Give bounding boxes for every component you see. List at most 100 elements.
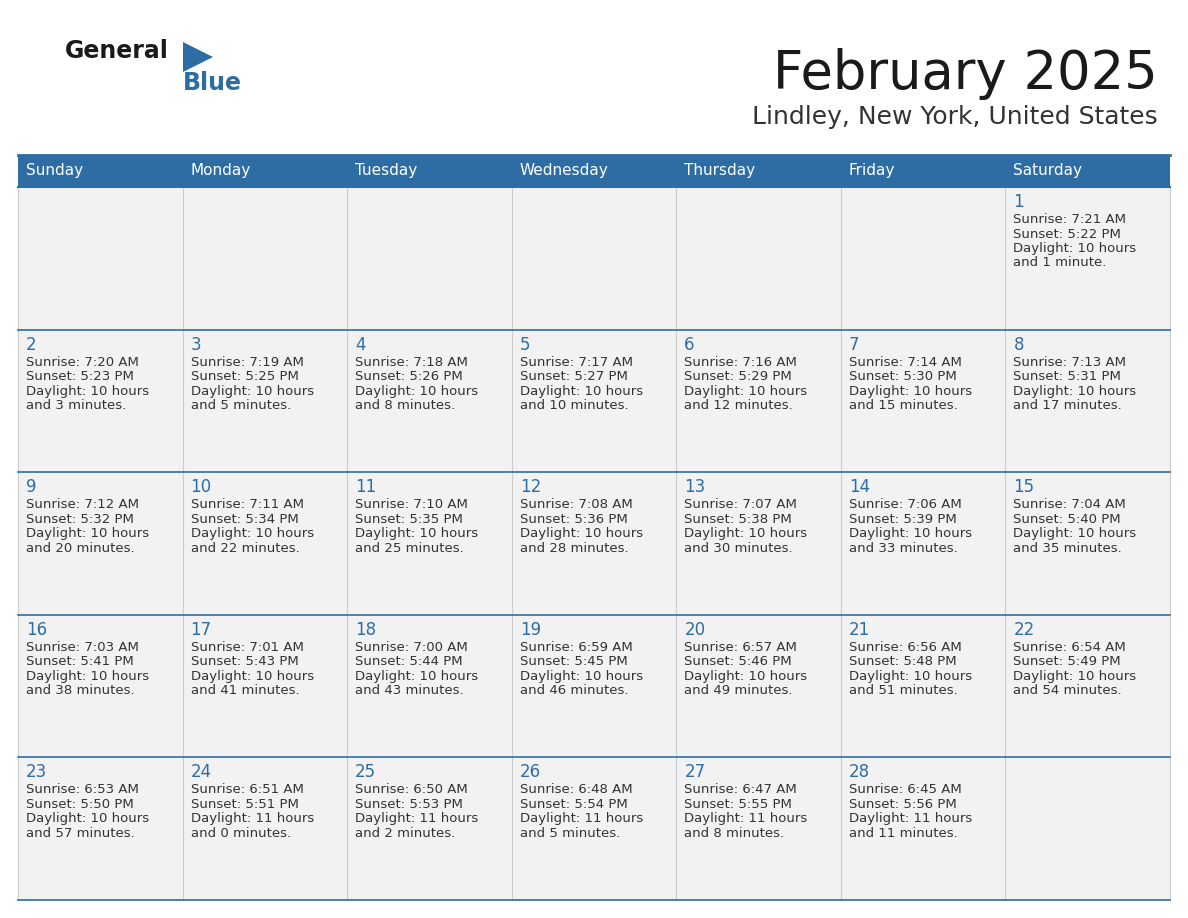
Text: Daylight: 10 hours: Daylight: 10 hours <box>26 670 150 683</box>
Text: 5: 5 <box>519 336 530 353</box>
Text: Sunset: 5:40 PM: Sunset: 5:40 PM <box>1013 512 1121 526</box>
Bar <box>18 472 183 615</box>
Text: Daylight: 10 hours: Daylight: 10 hours <box>1013 242 1137 255</box>
Bar <box>183 155 347 187</box>
Bar <box>347 187 512 330</box>
Text: Sunrise: 6:47 AM: Sunrise: 6:47 AM <box>684 783 797 797</box>
Text: Sunrise: 7:07 AM: Sunrise: 7:07 AM <box>684 498 797 511</box>
Text: Sunset: 5:36 PM: Sunset: 5:36 PM <box>519 512 627 526</box>
Text: Sunrise: 6:45 AM: Sunrise: 6:45 AM <box>849 783 961 797</box>
Bar <box>18 187 183 330</box>
Text: Lindley, New York, United States: Lindley, New York, United States <box>752 105 1158 129</box>
Text: 10: 10 <box>190 478 211 497</box>
Text: Sunrise: 7:01 AM: Sunrise: 7:01 AM <box>190 641 303 654</box>
Text: Sunset: 5:43 PM: Sunset: 5:43 PM <box>190 655 298 668</box>
Text: Daylight: 10 hours: Daylight: 10 hours <box>684 385 808 397</box>
Text: 16: 16 <box>26 621 48 639</box>
Text: and 25 minutes.: and 25 minutes. <box>355 542 463 554</box>
Text: 18: 18 <box>355 621 377 639</box>
Bar <box>841 757 1005 900</box>
Text: Sunrise: 7:18 AM: Sunrise: 7:18 AM <box>355 355 468 369</box>
Text: and 3 minutes.: and 3 minutes. <box>26 399 126 412</box>
Text: 20: 20 <box>684 621 706 639</box>
Text: Daylight: 10 hours: Daylight: 10 hours <box>849 385 972 397</box>
Bar <box>1005 155 1170 187</box>
Bar <box>183 615 347 757</box>
Text: Sunset: 5:53 PM: Sunset: 5:53 PM <box>355 798 463 811</box>
Text: Sunrise: 7:20 AM: Sunrise: 7:20 AM <box>26 355 139 369</box>
Bar <box>347 472 512 615</box>
Text: Sunrise: 7:16 AM: Sunrise: 7:16 AM <box>684 355 797 369</box>
Text: 21: 21 <box>849 621 870 639</box>
Text: Sunrise: 6:48 AM: Sunrise: 6:48 AM <box>519 783 632 797</box>
Bar <box>676 330 841 472</box>
Bar <box>347 615 512 757</box>
Bar <box>183 472 347 615</box>
Text: and 15 minutes.: and 15 minutes. <box>849 399 958 412</box>
Bar <box>183 330 347 472</box>
Text: and 46 minutes.: and 46 minutes. <box>519 684 628 698</box>
Text: 22: 22 <box>1013 621 1035 639</box>
Text: Sunrise: 7:03 AM: Sunrise: 7:03 AM <box>26 641 139 654</box>
Text: and 49 minutes.: and 49 minutes. <box>684 684 792 698</box>
Text: 1: 1 <box>1013 193 1024 211</box>
Text: and 10 minutes.: and 10 minutes. <box>519 399 628 412</box>
Bar <box>512 187 676 330</box>
Bar <box>676 757 841 900</box>
Text: Sunset: 5:50 PM: Sunset: 5:50 PM <box>26 798 134 811</box>
Text: 27: 27 <box>684 764 706 781</box>
Bar <box>18 615 183 757</box>
Text: 12: 12 <box>519 478 541 497</box>
Bar <box>183 757 347 900</box>
Text: and 8 minutes.: and 8 minutes. <box>684 827 784 840</box>
Text: 23: 23 <box>26 764 48 781</box>
Text: 7: 7 <box>849 336 859 353</box>
Text: and 1 minute.: and 1 minute. <box>1013 256 1107 270</box>
Text: and 5 minutes.: and 5 minutes. <box>519 827 620 840</box>
Bar <box>676 615 841 757</box>
Text: Daylight: 10 hours: Daylight: 10 hours <box>519 527 643 540</box>
Text: Sunset: 5:27 PM: Sunset: 5:27 PM <box>519 370 627 383</box>
Text: and 30 minutes.: and 30 minutes. <box>684 542 792 554</box>
Text: and 35 minutes.: and 35 minutes. <box>1013 542 1123 554</box>
Text: and 12 minutes.: and 12 minutes. <box>684 399 794 412</box>
Bar <box>841 155 1005 187</box>
Polygon shape <box>183 42 213 72</box>
Bar <box>841 187 1005 330</box>
Text: and 41 minutes.: and 41 minutes. <box>190 684 299 698</box>
Text: Wednesday: Wednesday <box>519 163 608 178</box>
Text: Sunset: 5:35 PM: Sunset: 5:35 PM <box>355 512 463 526</box>
Text: Sunrise: 6:54 AM: Sunrise: 6:54 AM <box>1013 641 1126 654</box>
Text: and 33 minutes.: and 33 minutes. <box>849 542 958 554</box>
Bar <box>347 330 512 472</box>
Text: Sunset: 5:38 PM: Sunset: 5:38 PM <box>684 512 792 526</box>
Text: Daylight: 10 hours: Daylight: 10 hours <box>1013 670 1137 683</box>
Text: 3: 3 <box>190 336 201 353</box>
Text: 8: 8 <box>1013 336 1024 353</box>
Text: Thursday: Thursday <box>684 163 756 178</box>
Text: 11: 11 <box>355 478 377 497</box>
Text: Sunrise: 7:14 AM: Sunrise: 7:14 AM <box>849 355 962 369</box>
Bar <box>183 187 347 330</box>
Text: 13: 13 <box>684 478 706 497</box>
Bar <box>18 330 183 472</box>
Text: Sunset: 5:23 PM: Sunset: 5:23 PM <box>26 370 134 383</box>
Text: Sunset: 5:49 PM: Sunset: 5:49 PM <box>1013 655 1121 668</box>
Text: Sunrise: 7:11 AM: Sunrise: 7:11 AM <box>190 498 304 511</box>
Text: 24: 24 <box>190 764 211 781</box>
Text: and 22 minutes.: and 22 minutes. <box>190 542 299 554</box>
Text: Daylight: 10 hours: Daylight: 10 hours <box>849 527 972 540</box>
Text: Sunset: 5:32 PM: Sunset: 5:32 PM <box>26 512 134 526</box>
Text: Sunset: 5:34 PM: Sunset: 5:34 PM <box>190 512 298 526</box>
Text: Sunset: 5:56 PM: Sunset: 5:56 PM <box>849 798 956 811</box>
Text: and 20 minutes.: and 20 minutes. <box>26 542 134 554</box>
Text: Daylight: 10 hours: Daylight: 10 hours <box>519 670 643 683</box>
Text: and 2 minutes.: and 2 minutes. <box>355 827 455 840</box>
Text: 19: 19 <box>519 621 541 639</box>
Text: 9: 9 <box>26 478 37 497</box>
Text: Daylight: 10 hours: Daylight: 10 hours <box>190 527 314 540</box>
Text: Sunrise: 7:00 AM: Sunrise: 7:00 AM <box>355 641 468 654</box>
Text: Sunrise: 7:04 AM: Sunrise: 7:04 AM <box>1013 498 1126 511</box>
Text: 2: 2 <box>26 336 37 353</box>
Text: Tuesday: Tuesday <box>355 163 417 178</box>
